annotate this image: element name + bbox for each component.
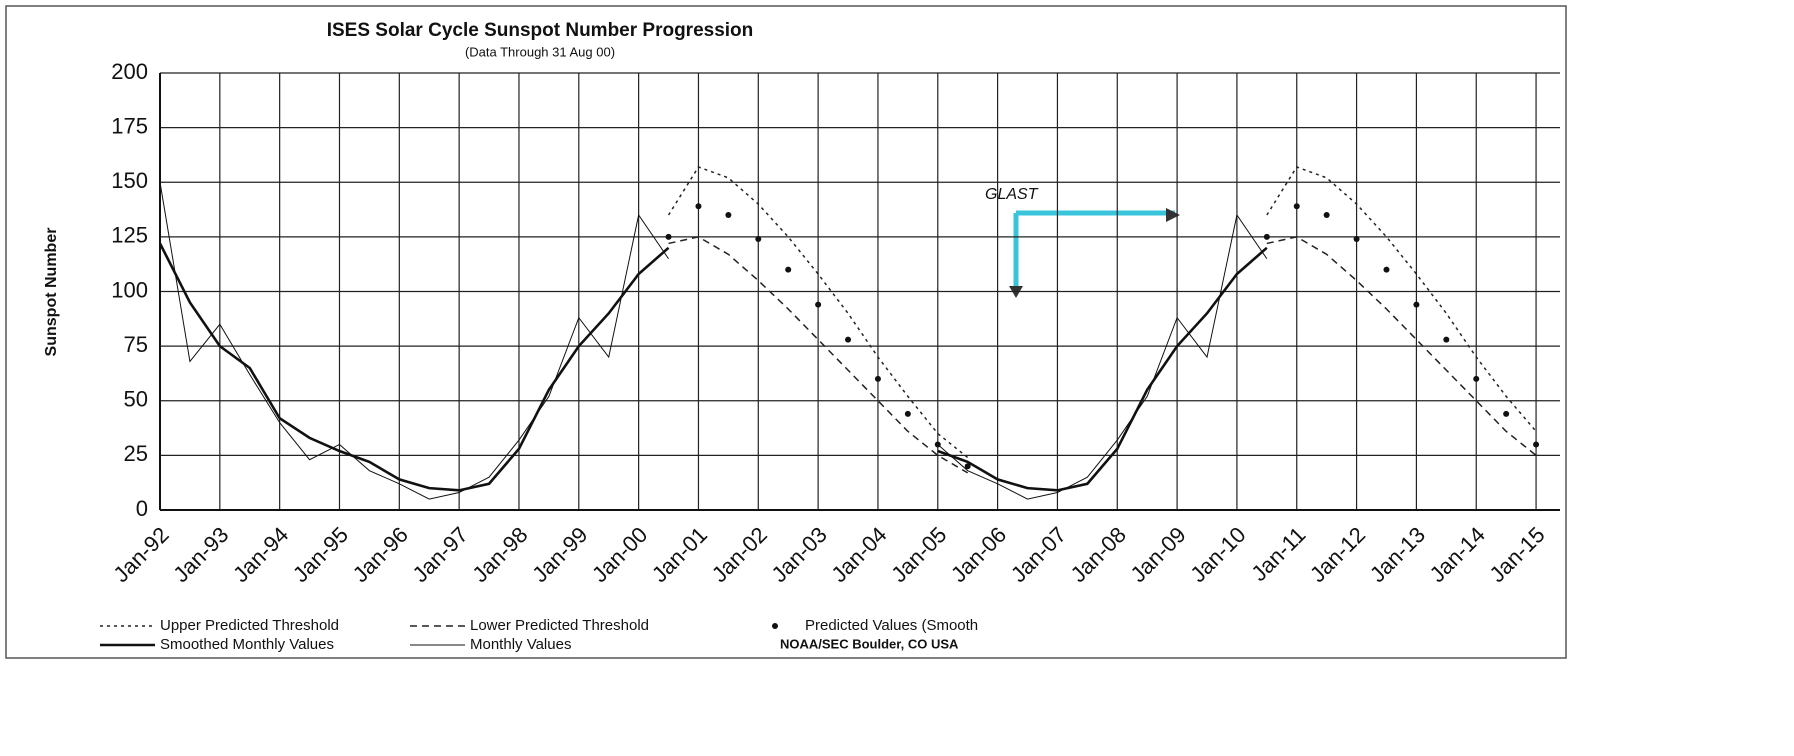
chart-title: ISES Solar Cycle Sunspot Number Progress… [327,20,754,41]
chart-subtitle: (Data Through 31 Aug 00) [465,44,615,59]
x-tick-label: Jan-04 [826,522,891,587]
series-line [158,242,1268,492]
y-tick-label: 175 [111,113,148,138]
point [1503,410,1510,417]
x-tick-label: Jan-92 [108,522,173,587]
x-tick-label: Jan-06 [946,522,1011,587]
legend-swatch [772,623,778,629]
x-tick-label: Jan-95 [288,522,353,587]
point [815,301,822,308]
legend-label: Upper Predicted Threshold [160,617,339,634]
y-tick-label: 200 [111,59,148,84]
y-tick-label: 125 [111,223,148,248]
y-tick-label: 50 [124,387,148,412]
point [1263,233,1270,240]
x-tick-label: Jan-97 [408,522,473,587]
legend-label: Monthly Values [470,636,571,653]
x-tick-label: Jan-13 [1365,522,1430,587]
arrow-shaft [1013,210,1175,292]
point [695,203,702,210]
point [785,266,792,273]
y-tick-label: 25 [124,441,148,466]
legend-label: Lower Predicted Threshold [470,617,649,634]
frame [5,5,1567,659]
point [725,212,732,219]
point [1473,375,1480,382]
point [1323,212,1330,219]
x-tick-label: Jan-94 [228,522,293,587]
point [1353,236,1360,243]
x-tick-label: Jan-11 [1246,522,1310,586]
series-line [668,236,1537,474]
y-tick-label: 0 [136,496,148,521]
x-tick-label: Jan-02 [707,522,772,587]
x-tick-label: Jan-93 [168,522,233,587]
point [904,410,911,417]
point [1413,301,1420,308]
source-note: NOAA/SEC Boulder, CO USA [780,636,959,651]
y-tick-label: 150 [111,168,148,193]
x-tick-label: Jan-07 [1006,522,1071,587]
x-tick-label: Jan-03 [767,522,832,587]
point [1293,203,1300,210]
annotation: GLAST [985,186,1039,203]
x-tick-label: Jan-98 [467,522,532,587]
series-line [159,182,1268,500]
legend-label: Predicted Values (Smooth [805,617,978,634]
point [1533,441,1540,448]
x-tick-label: Jan-10 [1185,522,1250,587]
x-tick-label: Jan-15 [1484,522,1549,587]
x-tick-label: Jan-99 [527,522,592,587]
y-axis-label: Sunspot Number [43,228,60,357]
arrow-head [1009,208,1180,298]
x-tick-label: Jan-12 [1305,522,1370,587]
y-tick-label: 100 [111,277,148,302]
point [665,233,672,240]
point [874,375,881,382]
x-tick-label: Jan-08 [1066,522,1131,587]
point [845,336,852,343]
y-tick-label: 75 [124,332,148,357]
point [964,463,971,470]
x-tick-label: Jan-05 [886,522,951,587]
x-tick-label: Jan-00 [587,522,652,587]
legend-label: Smoothed Monthly Values [160,636,334,653]
glast-arrow [1009,208,1180,298]
x-tick-label: Jan-01 [647,522,712,587]
x-tick-label: Jan-14 [1425,522,1490,587]
point [755,236,762,243]
x-tick-label: Jan-96 [348,522,413,587]
point [1383,266,1390,273]
series-line [667,166,1537,459]
x-tick-label: Jan-09 [1125,522,1190,587]
point [1443,336,1450,343]
